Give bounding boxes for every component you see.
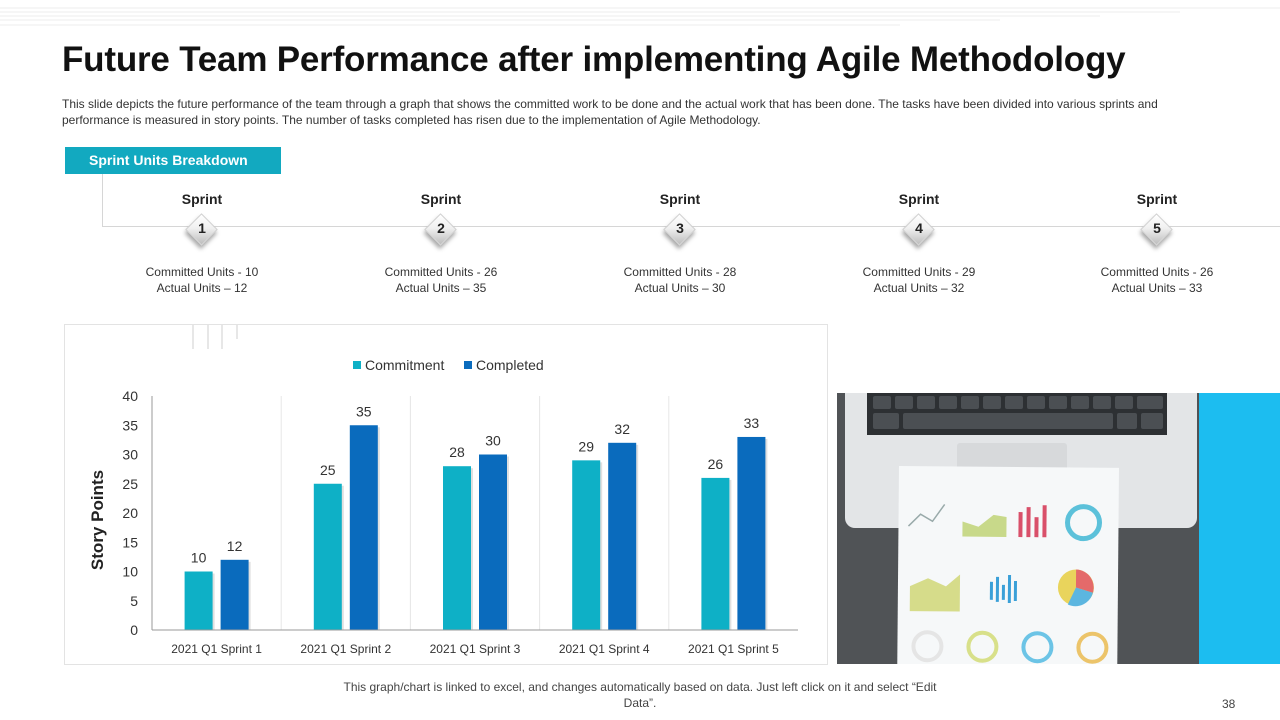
y-tick-label: 25 [122, 476, 138, 492]
data-label: 12 [227, 538, 243, 554]
sprint-label: Sprint [1136, 191, 1178, 207]
sprint-4: Sprint 4 Committed Units - 29 Actual Uni… [819, 190, 1019, 296]
data-label: 10 [191, 550, 207, 566]
sprint-units-breakdown-tab: Sprint Units Breakdown [65, 147, 281, 174]
data-label: 29 [578, 438, 594, 454]
sprint-number: 1 [198, 220, 206, 236]
sprint-marker-diamond: 1 [182, 210, 222, 250]
sprint-number: 5 [1153, 220, 1161, 236]
sprint-number: 4 [915, 220, 923, 236]
x-tick-label: 2021 Q1 Sprint 3 [430, 642, 521, 656]
y-axis-ticks: 0 5 10 15 20 25 30 35 40 [122, 388, 138, 638]
chart-legend: Commitment Completed [353, 357, 544, 373]
page-number: 38 [1222, 697, 1236, 711]
sprint-1: Sprint 1 Committed Units - 10 Actual Uni… [102, 190, 302, 296]
sprint-label: Sprint [659, 191, 701, 207]
laptop-report-illustration [837, 393, 1199, 664]
sprint-3: Sprint 3 Committed Units - 28 Actual Uni… [580, 190, 780, 296]
bar-completed [737, 436, 766, 630]
data-label: 30 [485, 433, 501, 449]
actual-units: Actual Units – 30 [634, 281, 726, 295]
bar-completed [349, 425, 378, 630]
sprint-units-info: Committed Units - 29 Actual Units – 32 [819, 264, 1019, 296]
bar-completed [479, 454, 507, 630]
bar-commitment [443, 466, 471, 630]
x-tick-label: 2021 Q1 Sprint 4 [559, 642, 650, 656]
sprint-5: Sprint 5 Committed Units - 26 Actual Uni… [1057, 190, 1257, 296]
x-axis-ticks: 2021 Q1 Sprint 1 2021 Q1 Sprint 2 2021 Q1 … [171, 642, 779, 656]
bar-completed [220, 559, 249, 630]
x-tick-label: 2021 Q1 Sprint 2 [300, 642, 391, 656]
sprint-marker-diamond: 3 [660, 210, 700, 250]
y-tick-label: 10 [122, 564, 138, 580]
category-dividers [280, 396, 670, 630]
chart-frame-decoration [192, 325, 238, 349]
bar-commitment [313, 483, 342, 630]
sprint-label: Sprint [420, 191, 462, 207]
bar-commitment [184, 571, 213, 630]
sprint-marker-diamond: 5 [1137, 210, 1177, 250]
bar-completed [608, 442, 637, 630]
actual-units: Actual Units – 32 [873, 281, 965, 295]
sprint-label: Sprint [181, 191, 223, 207]
laptop-report-photo [837, 393, 1199, 664]
committed-units: Committed Units - 10 [145, 265, 259, 279]
page-description: This slide depicts the future performanc… [62, 97, 1158, 127]
bar-chart[interactable]: Commitment Completed Story Points 0 5 10 15 2… [64, 324, 828, 665]
sprint-units-info: Committed Units - 10 Actual Units – 12 [102, 264, 302, 296]
committed-units: Committed Units - 26 [1100, 265, 1214, 279]
sprint-marker-diamond: 2 [421, 210, 461, 250]
sprint-units-info: Committed Units - 26 Actual Units – 35 [341, 264, 541, 296]
y-tick-label: 40 [122, 388, 138, 404]
actual-units: Actual Units – 12 [156, 281, 248, 295]
legend-swatch-completed [464, 361, 472, 369]
sprint-label: Sprint [898, 191, 940, 207]
sprint-marker-diamond: 4 [899, 210, 939, 250]
timeline-connector [102, 174, 103, 226]
committed-units: Committed Units - 29 [862, 265, 976, 279]
sprint-2: Sprint 2 Committed Units - 26 Actual Uni… [341, 190, 541, 296]
data-label: 33 [744, 415, 760, 431]
legend-swatch-commitment [353, 361, 361, 369]
y-tick-label: 0 [130, 622, 138, 638]
data-label: 26 [708, 456, 724, 472]
data-label: 25 [320, 462, 336, 478]
actual-units: Actual Units – 33 [1111, 281, 1203, 295]
y-axis-title: Story Points [88, 470, 107, 570]
actual-units: Actual Units – 35 [395, 281, 487, 295]
header-decoration [0, 7, 1280, 26]
y-tick-label: 5 [130, 593, 138, 609]
bar-series [184, 425, 768, 630]
bar-chart-svg: Commitment Completed Story Points 0 5 10 15 2… [88, 325, 798, 656]
legend-label: Commitment [365, 357, 444, 373]
accent-bar [1199, 393, 1280, 664]
x-tick-label: 2021 Q1 Sprint 1 [171, 642, 262, 656]
sprint-number: 3 [676, 220, 684, 236]
committed-units: Committed Units - 26 [384, 265, 498, 279]
data-label: 32 [614, 421, 630, 437]
y-tick-label: 35 [122, 417, 138, 433]
sprint-units-info: Committed Units - 26 Actual Units – 33 [1057, 264, 1257, 296]
y-tick-label: 15 [122, 534, 138, 550]
y-tick-label: 30 [122, 447, 138, 463]
page-title: Future Team Performance after implementi… [62, 40, 1126, 79]
data-label: 35 [356, 403, 372, 419]
x-tick-label: 2021 Q1 Sprint 5 [688, 642, 779, 656]
legend-label: Completed [476, 357, 544, 373]
y-tick-label: 20 [122, 505, 138, 521]
committed-units: Committed Units - 28 [623, 265, 737, 279]
footnote: This graph/chart is linked to excel, and… [343, 680, 937, 710]
bar-commitment [572, 460, 601, 630]
bar-commitment [701, 477, 730, 630]
sprint-number: 2 [437, 220, 445, 236]
data-label: 28 [449, 444, 465, 460]
sprint-units-info: Committed Units - 28 Actual Units – 30 [580, 264, 780, 296]
data-labels: 10 12 25 35 28 30 29 32 26 33 [191, 403, 760, 565]
